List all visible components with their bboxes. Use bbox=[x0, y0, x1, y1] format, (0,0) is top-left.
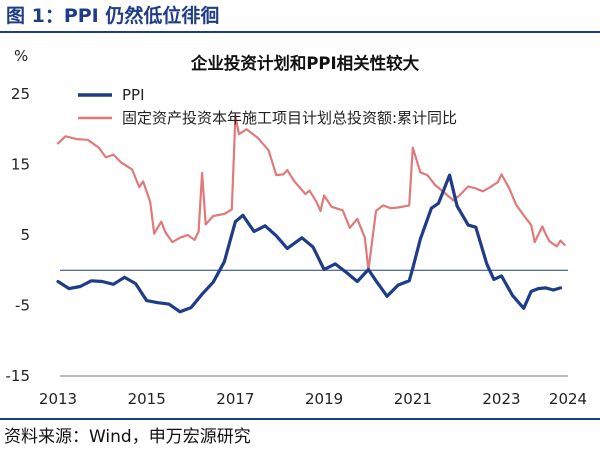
legend-label-ppi: PPI bbox=[122, 86, 145, 104]
chart-title: 企业投资计划和PPI相关性较大 bbox=[190, 53, 420, 73]
x-tick-label: 2013 bbox=[39, 390, 77, 408]
series-line-investment bbox=[56, 114, 566, 272]
legend-label-investment: 固定资产投资本年施工项目计划总投资额:累计同比 bbox=[122, 109, 457, 127]
y-tick-label: -15 bbox=[6, 367, 31, 385]
x-tick-label: 2024 bbox=[549, 390, 587, 408]
y-tick-label: 5 bbox=[20, 226, 30, 244]
x-tick-label: 2023 bbox=[482, 390, 520, 408]
x-tick-label: 2017 bbox=[216, 390, 254, 408]
figure-title: 图 1：PPI 仍然低位徘徊 bbox=[6, 5, 220, 27]
y-axis-ticks: 25 15 5 -5 -15 bbox=[6, 85, 31, 385]
y-tick-label: -5 bbox=[15, 297, 30, 315]
x-tick-label: 2021 bbox=[394, 390, 432, 408]
source-rule bbox=[0, 418, 600, 420]
y-tick-label: 25 bbox=[11, 85, 30, 103]
source-note: 资料来源：Wind，申万宏源研究 bbox=[4, 427, 251, 447]
y-tick-label: 15 bbox=[11, 156, 30, 174]
legend: PPI 固定资产投资本年施工项目计划总投资额:累计同比 bbox=[78, 86, 457, 127]
y-axis-unit-label: % bbox=[14, 47, 28, 65]
x-tick-label: 2015 bbox=[128, 390, 166, 408]
series-layer bbox=[56, 114, 566, 314]
x-axis-ticks: 2013 2015 2017 2019 2021 2023 2024 bbox=[39, 390, 587, 408]
x-tick-label: 2019 bbox=[305, 390, 343, 408]
series-line-ppi bbox=[56, 173, 563, 314]
title-rule bbox=[0, 31, 600, 33]
